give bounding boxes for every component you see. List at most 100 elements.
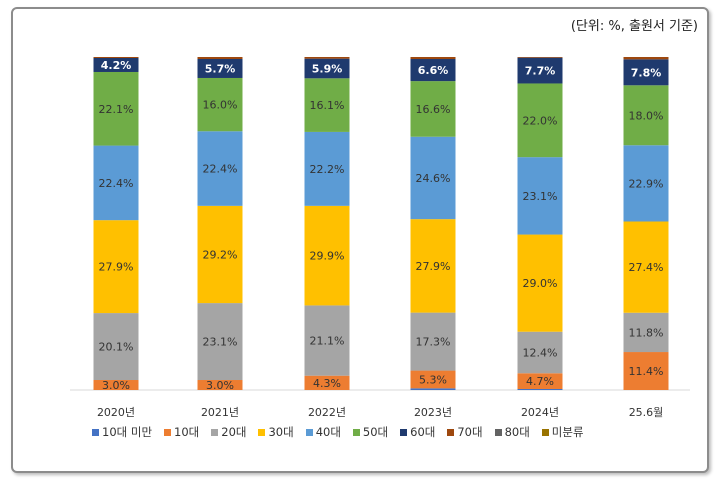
data-label: 16.1% [310,99,345,112]
bar-segment [517,373,563,389]
bar-segment [304,375,350,390]
legend-swatch [305,428,313,436]
bar-segment [93,57,139,72]
bar-segment [197,131,243,206]
bar-segment [93,380,139,390]
legend-item: 40대 [305,424,341,440]
unit-note: (단위: %, 출원서 기준) [570,19,698,34]
data-label: 22.1% [99,103,134,116]
data-label: 29.0% [523,277,558,290]
data-label: 22.2% [310,163,345,176]
data-label: 11.4% [629,365,664,378]
bar-segment [517,57,563,58]
legend-item: 50대 [352,424,389,440]
data-label: 5.9% [312,62,343,75]
data-label: 4.7% [526,375,554,388]
bar-segment [197,77,243,132]
data-label: 20.1% [99,341,134,354]
legend: 10대 미만 10대 20대 30대 40대 50대 60대 70대 80대 미분류 [92,424,584,440]
data-label: 4.3% [313,377,341,390]
bar-segment [304,58,350,79]
bar-segment [93,313,139,381]
legend-label: 40대 [315,425,341,439]
data-label: 3.0% [102,379,130,392]
legend-item: 70대 [447,424,483,440]
bar-segment [623,312,669,353]
legend-swatch [447,428,455,436]
legend-swatch [92,428,99,436]
bar-segment [623,57,669,60]
data-label: 4.2% [101,59,132,72]
legend-swatch [164,428,172,436]
x-tick-label: 2020년 [97,406,135,419]
bar-segment [304,57,350,59]
x-tick-label: 2024년 [521,406,559,419]
legend-swatch [400,428,408,436]
data-label: 27.9% [99,261,134,274]
data-label: 7.8% [631,66,662,79]
data-label: 22.9% [629,177,664,190]
bar-segment [197,57,243,59]
bar-segment [197,58,243,78]
x-tick-label: 2022년 [308,406,346,419]
legend-item: 80대 [494,424,530,440]
bar-segment [197,205,243,304]
data-label: 29.2% [203,248,238,261]
data-label: 6.6% [418,64,449,77]
data-label: 18.0% [629,109,664,122]
bar-segment [410,136,456,220]
legend-swatch [211,428,219,436]
bar-segment [410,388,456,390]
legend-label: 20대 [221,425,247,439]
data-label: 7.7% [525,65,556,78]
bar-segment [93,220,139,314]
data-label: 5.3% [419,373,447,386]
data-label: 11.8% [629,326,664,339]
x-tick-label: 2021년 [201,406,239,419]
bar-segment [517,157,563,235]
legend-swatch [494,428,502,436]
data-label: 22.4% [203,163,238,176]
legend-label: 80대 [504,425,530,439]
bar-segment [410,219,456,313]
bar-segment [623,85,669,146]
legend-label: 10대 미만 [102,425,153,439]
bar-segment [517,331,563,374]
bar-segment [410,59,456,82]
data-label: 27.9% [416,260,451,273]
data-label: 24.6% [416,172,451,185]
legend-item: 20대 [211,424,246,440]
bar-segment [304,131,350,206]
bar-segment [517,388,563,390]
legend-label: 미분류 [551,425,584,439]
bar-segment [517,57,563,84]
legend-label: 50대 [362,425,389,439]
x-tick-label: 25.6월 [629,406,664,419]
bar-segment [623,145,669,222]
legend-item: 10대 미만 [92,424,152,440]
data-label: 23.1% [523,190,558,203]
bar-segment [304,78,350,132]
x-tick-label: 2023년 [414,406,452,419]
legend-swatch [541,428,549,436]
legend-swatch [258,428,266,436]
bar-segment [197,380,243,390]
legend-label: 70대 [457,425,483,439]
data-label: 27.4% [629,261,664,274]
bar-segment [623,352,669,390]
legend-label: 10대 [174,425,200,439]
bar-segment [517,83,563,158]
bar-segment [410,81,456,137]
legend-item: 미분류 [541,424,584,440]
bar-segment [93,57,139,58]
legend-item: 30대 [258,424,294,440]
data-label: 21.1% [310,335,345,348]
bar-segment [623,221,669,313]
bar-segment [197,303,243,381]
data-label: 12.4% [523,346,558,359]
data-label: 5.7% [205,62,236,75]
bar-segment [304,205,350,306]
bar-segment [410,57,456,60]
bar-segment [623,59,669,86]
